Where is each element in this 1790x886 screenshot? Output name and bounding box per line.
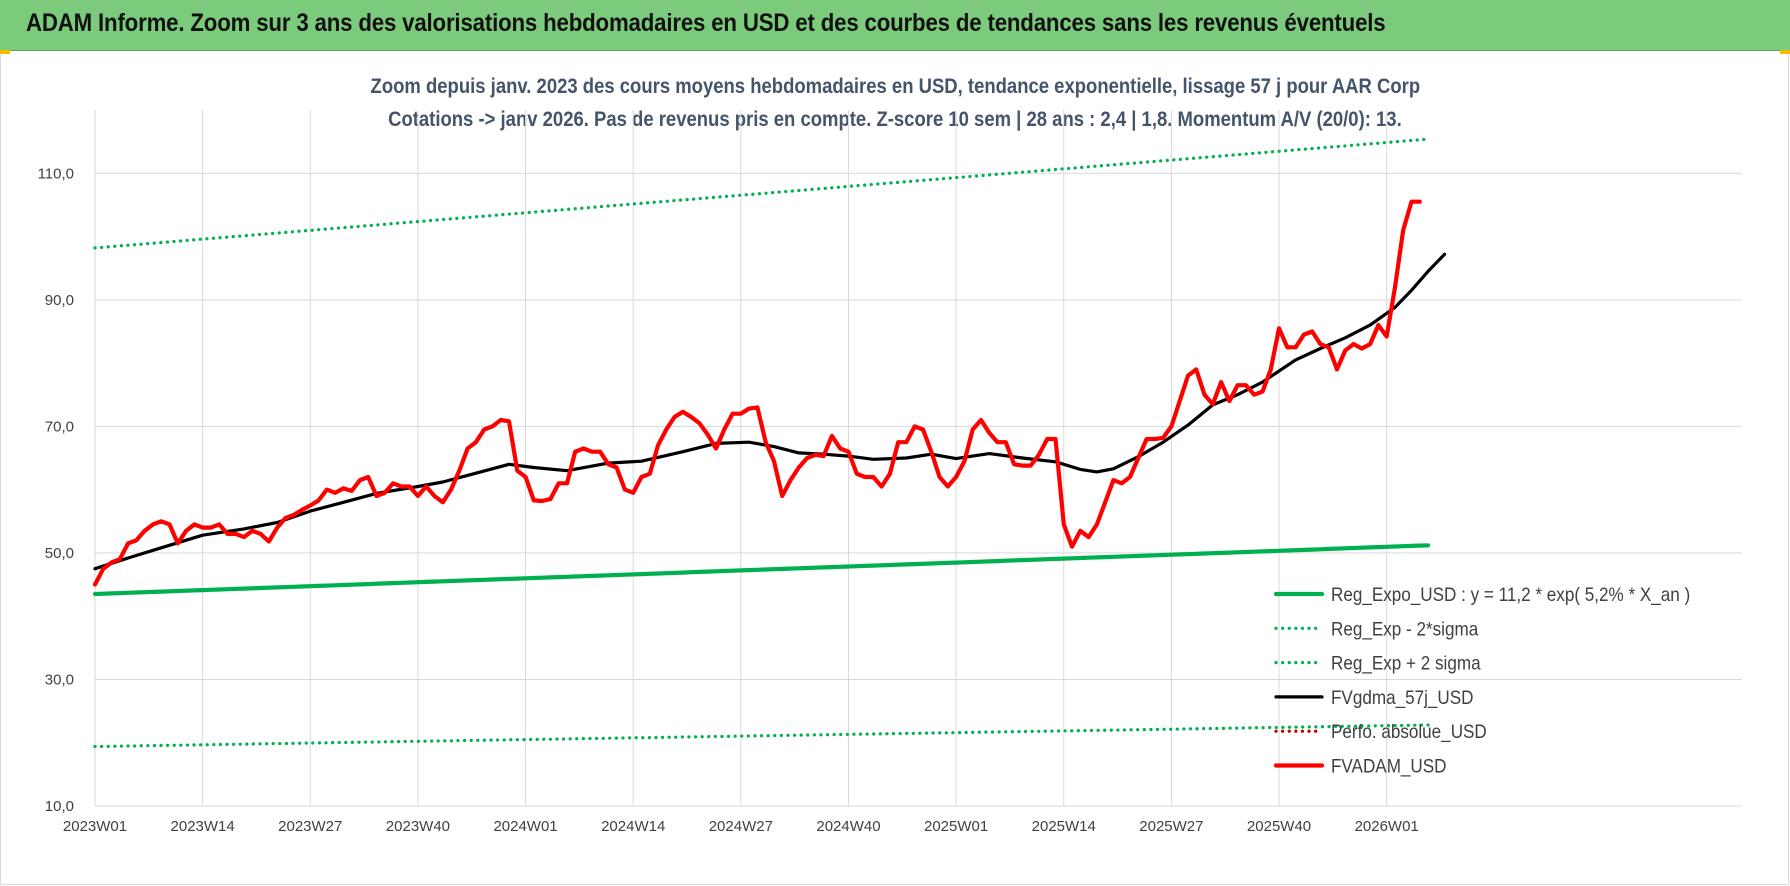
x-tick-label: 2025W01 [924,818,988,835]
y-tick-label: 90,0 [45,292,74,309]
y-axis-labels: 10,0 30,0 50,0 70,0 90,0 110,0 [38,165,74,815]
corner-mark [0,50,10,54]
x-tick-label: 2024W40 [816,818,880,835]
x-tick-label: 2025W27 [1139,818,1203,835]
chart-frame [0,50,1789,885]
x-tick-label: 2023W27 [278,818,342,835]
legend: Reg_Expo_USD : y = 11,2 * exp( 5,2% * X_… [1273,584,1690,778]
x-tick-label: 2025W14 [1032,818,1096,835]
legend-label: Reg_Expo_USD : y = 11,2 * exp( 5,2% * X_… [1331,584,1690,606]
chart-subtitle: Cotations -> janv 2026. Pas de revenus p… [0,108,1790,132]
x-tick-label: 2026W01 [1355,818,1419,835]
legend-label: FVgdma_57j_USD [1331,687,1473,709]
series-lines [92,137,1447,749]
y-tick-label: 110,0 [38,165,74,182]
x-tick-label: 2024W14 [601,818,665,835]
chart-title: Zoom depuis janv. 2023 des cours moyens … [0,75,1790,99]
series-line-0 [92,543,1431,597]
y-tick-label: 10,0 [45,798,74,815]
y-tick-label: 50,0 [45,545,74,562]
x-tick-label: 2023W01 [63,818,127,835]
chart-title-text: Zoom depuis janv. 2023 des cours moyens … [370,75,1420,98]
x-tick-label: 2023W14 [171,818,235,835]
series-line-2 [93,137,1430,250]
x-tick-label: 2024W27 [709,818,773,835]
x-tick-label: 2025W40 [1247,818,1311,835]
legend-label: FVADAM_USD [1331,756,1447,778]
x-tick-label: 2024W01 [493,818,557,835]
legend-label: Perfo. absolue_USD [1331,721,1487,743]
y-tick-label: 30,0 [45,671,74,688]
series-line-1 [93,723,1430,749]
legend-label: Reg_Exp + 2 sigma [1331,653,1482,675]
gridlines [94,110,1742,807]
y-tick-label: 70,0 [45,418,74,435]
report-banner: ADAM Informe. Zoom sur 3 ans des valoris… [0,0,1790,51]
series-line-5 [92,199,1422,587]
x-tick-label: 2023W40 [386,818,450,835]
legend-label: Reg_Exp - 2*sigma [1331,618,1479,640]
x-axis-labels: 2023W01 2023W14 2023W27 2023W40 2024W01 2024W… [63,818,1419,835]
corner-mark [1780,50,1790,54]
series-line-3 [93,252,1447,571]
chart-subtitle-text: Cotations -> janv 2026. Pas de revenus p… [388,108,1402,131]
report-title: ADAM Informe. Zoom sur 3 ans des valoris… [26,9,1386,37]
